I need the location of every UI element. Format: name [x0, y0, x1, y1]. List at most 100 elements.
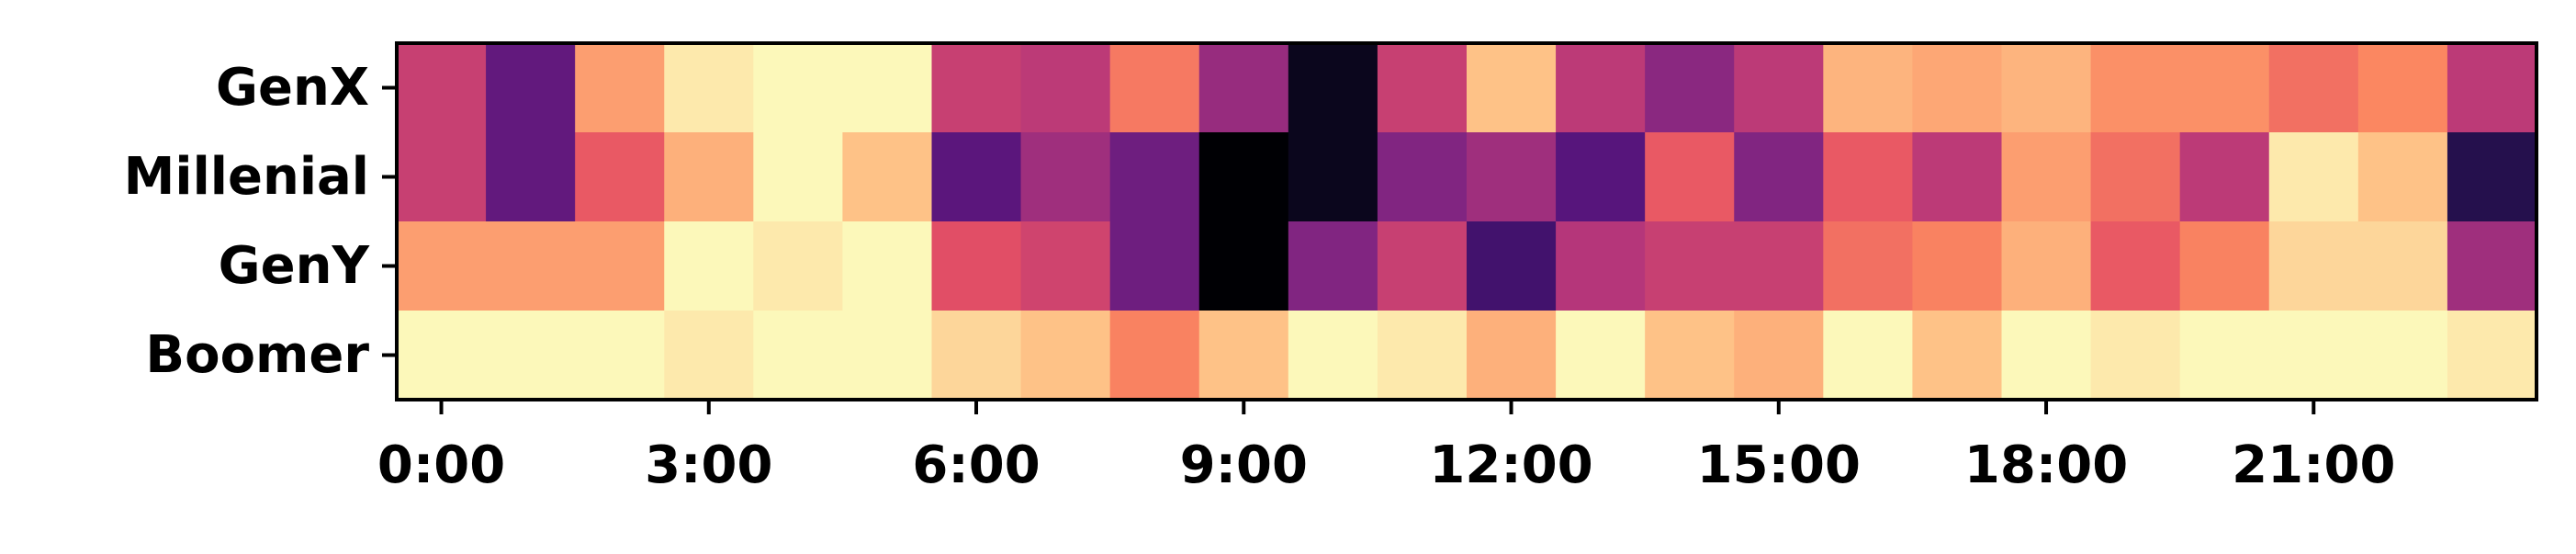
- heatmap-cell-genx-15: [1734, 43, 1824, 133]
- heatmap-cell-millenial-6: [931, 132, 1022, 222]
- heatmap-cell-geny-19: [2090, 221, 2181, 311]
- x-tick-label: 21:00: [2232, 435, 2395, 495]
- heatmap-cell-genx-18: [2001, 43, 2092, 133]
- y-tick-label: GenY: [219, 236, 371, 296]
- heatmap-cell-genx-13: [1556, 43, 1646, 133]
- heatmap-cell-geny-9: [1198, 221, 1289, 311]
- heatmap-cell-millenial-17: [1912, 132, 2003, 222]
- heatmap-cell-boomer-0: [397, 311, 487, 401]
- heatmap-cell-genx-0: [397, 43, 487, 133]
- heatmap-cell-boomer-12: [1467, 311, 1557, 401]
- heatmap-cell-boomer-2: [575, 311, 665, 401]
- heatmap-cell-millenial-3: [664, 132, 754, 222]
- heatmap-cell-boomer-18: [2001, 311, 2092, 401]
- x-tick-label: 6:00: [912, 435, 1040, 495]
- heatmap-cell-millenial-19: [2090, 132, 2181, 222]
- heatmap-cell-geny-2: [575, 221, 665, 311]
- heatmap-cell-genx-1: [486, 43, 576, 133]
- heatmap-cell-boomer-7: [1020, 311, 1111, 401]
- heatmap-cell-geny-5: [842, 221, 933, 311]
- heatmap-cell-boomer-13: [1556, 311, 1646, 401]
- x-axis: 0:00 3:00 6:00 9:00 12:00 15:00 18:00 21:00: [377, 400, 2395, 495]
- heatmap-cell-millenial-16: [1823, 132, 1914, 222]
- heatmap-cell-millenial-13: [1556, 132, 1646, 222]
- y-tick-label: Millenial: [124, 147, 369, 207]
- heatmap-cell-genx-12: [1467, 43, 1557, 133]
- heatmap-cell-millenial-2: [575, 132, 665, 222]
- heatmap-cell-genx-5: [842, 43, 933, 133]
- heatmap-cells: [397, 43, 2537, 401]
- heatmap-cell-boomer-20: [2179, 311, 2270, 401]
- heatmap-cell-geny-22: [2357, 221, 2448, 311]
- heatmap-cell-genx-10: [1288, 43, 1378, 133]
- heatmap-cell-genx-21: [2268, 43, 2359, 133]
- heatmap-cell-geny-20: [2179, 221, 2270, 311]
- heatmap-cell-genx-6: [931, 43, 1022, 133]
- heatmap-cell-genx-4: [753, 43, 844, 133]
- heatmap-cell-millenial-4: [753, 132, 844, 222]
- heatmap-cell-geny-18: [2001, 221, 2092, 311]
- heatmap-cell-geny-8: [1109, 221, 1200, 311]
- x-tick-label: 9:00: [1180, 435, 1308, 495]
- heatmap-cell-genx-8: [1109, 43, 1200, 133]
- heatmap-cell-boomer-15: [1734, 311, 1824, 401]
- heatmap-cell-millenial-10: [1288, 132, 1378, 222]
- heatmap-cell-geny-15: [1734, 221, 1824, 311]
- heatmap-cell-boomer-16: [1823, 311, 1914, 401]
- heatmap-cell-geny-3: [664, 221, 754, 311]
- heatmap-cell-millenial-5: [842, 132, 933, 222]
- heatmap-cell-millenial-8: [1109, 132, 1200, 222]
- heatmap-cell-geny-10: [1288, 221, 1378, 311]
- heatmap-cell-genx-7: [1020, 43, 1111, 133]
- heatmap-cell-millenial-15: [1734, 132, 1824, 222]
- heatmap-cell-millenial-14: [1645, 132, 1735, 222]
- heatmap-cell-genx-20: [2179, 43, 2270, 133]
- heatmap-cell-millenial-18: [2001, 132, 2092, 222]
- heatmap-cell-geny-6: [931, 221, 1022, 311]
- x-tick-label: 15:00: [1697, 435, 1861, 495]
- heatmap-cell-boomer-17: [1912, 311, 2003, 401]
- heatmap-cell-geny-14: [1645, 221, 1735, 311]
- heatmap-cell-boomer-23: [2447, 311, 2537, 401]
- heatmap-cell-boomer-19: [2090, 311, 2181, 401]
- heatmap-cell-boomer-21: [2268, 311, 2359, 401]
- heatmap-cell-geny-23: [2447, 221, 2537, 311]
- heatmap-cell-geny-0: [397, 221, 487, 311]
- heatmap-cell-genx-16: [1823, 43, 1914, 133]
- x-tick-label: 12:00: [1429, 435, 1592, 495]
- y-axis: GenX Millenial GenY Boomer: [124, 58, 397, 385]
- heatmap-cell-boomer-4: [753, 311, 844, 401]
- heatmap-cell-genx-22: [2357, 43, 2448, 133]
- y-tick-label: GenX: [216, 58, 369, 118]
- heatmap-cell-geny-11: [1377, 221, 1468, 311]
- heatmap-cell-boomer-14: [1645, 311, 1735, 401]
- heatmap-cell-genx-14: [1645, 43, 1735, 133]
- heatmap-cell-millenial-7: [1020, 132, 1111, 222]
- heatmap-cell-boomer-9: [1198, 311, 1289, 401]
- heatmap-cell-millenial-12: [1467, 132, 1557, 222]
- heatmap-cell-genx-11: [1377, 43, 1468, 133]
- heatmap-cell-geny-1: [486, 221, 576, 311]
- x-tick-label: 18:00: [1964, 435, 2128, 495]
- plot-frame: [395, 41, 2538, 401]
- heatmap-cell-millenial-22: [2357, 132, 2448, 222]
- heatmap-cell-millenial-20: [2179, 132, 2270, 222]
- heatmap-cell-millenial-21: [2268, 132, 2359, 222]
- heatmap-cell-boomer-6: [931, 311, 1022, 401]
- heatmap-cell-genx-23: [2447, 43, 2537, 133]
- heatmap-cell-boomer-8: [1109, 311, 1200, 401]
- heatmap-cell-genx-9: [1198, 43, 1289, 133]
- heatmap-cell-geny-13: [1556, 221, 1646, 311]
- heatmap-cell-millenial-1: [486, 132, 576, 222]
- x-tick-label: 0:00: [377, 435, 505, 495]
- heatmap-cell-millenial-9: [1198, 132, 1289, 222]
- heatmap-cell-millenial-11: [1377, 132, 1468, 222]
- heatmap-cell-boomer-3: [664, 311, 754, 401]
- x-tick-label: 3:00: [645, 435, 772, 495]
- heatmap-cell-boomer-10: [1288, 311, 1378, 401]
- heatmap-cell-geny-17: [1912, 221, 2003, 311]
- heatmap-cell-boomer-11: [1377, 311, 1468, 401]
- y-tick-label: Boomer: [145, 325, 369, 385]
- heatmap-cell-genx-17: [1912, 43, 2003, 133]
